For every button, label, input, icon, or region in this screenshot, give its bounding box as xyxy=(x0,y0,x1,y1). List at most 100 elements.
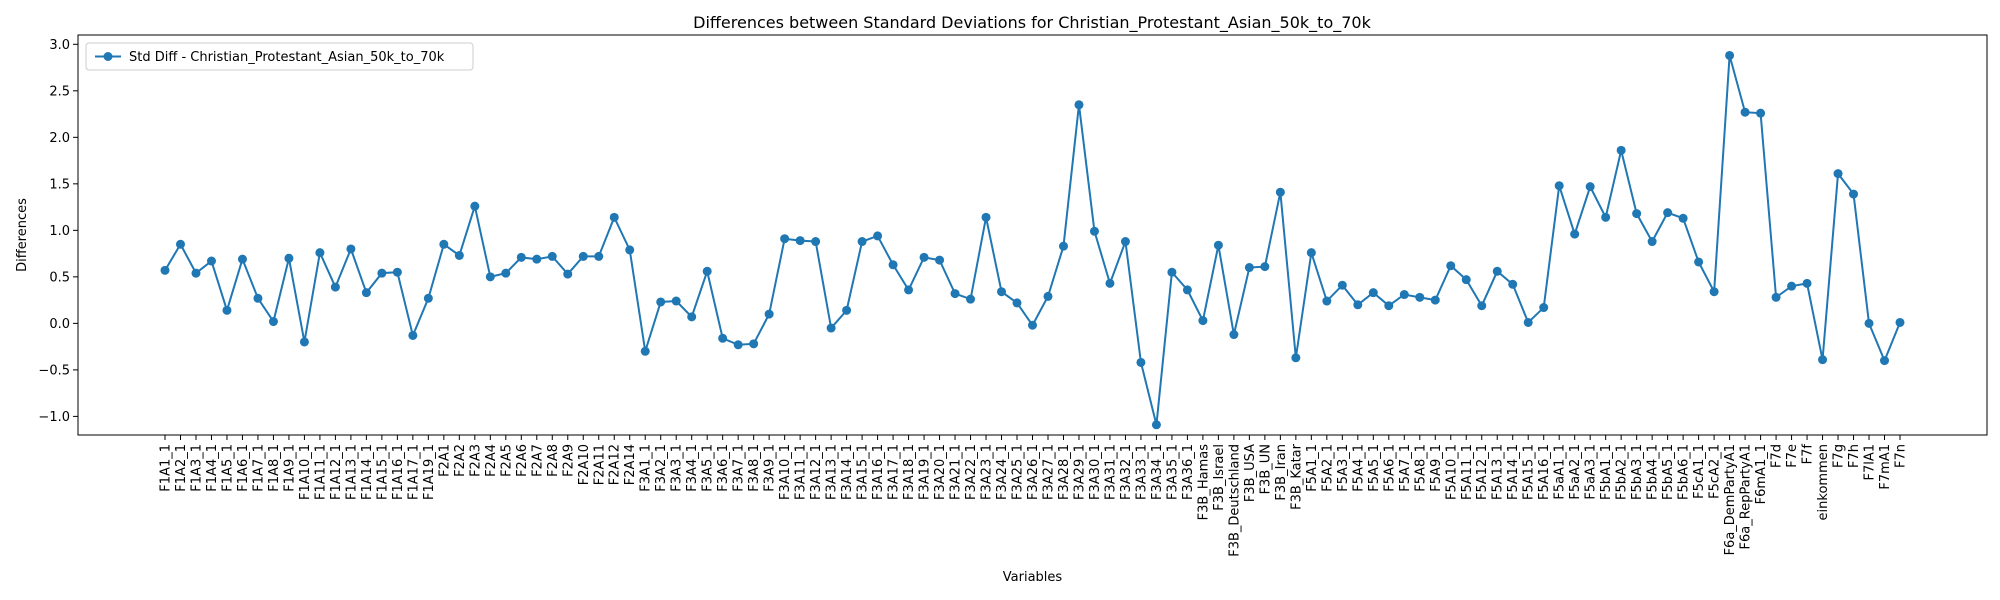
y-tick-label: 2.0 xyxy=(49,131,70,146)
y-tick-label: 3.0 xyxy=(49,38,70,53)
y-axis-label: Differences xyxy=(15,198,30,272)
data-point xyxy=(1818,355,1828,365)
series-line xyxy=(164,55,1901,426)
data-point xyxy=(1756,108,1766,118)
x-tick-label: F5A16_1 xyxy=(1537,444,1552,500)
data-point xyxy=(966,294,976,304)
x-tick-label: F7mA1 xyxy=(1878,444,1893,490)
x-axis-ticks: F1A1_1 F1A2_1 F1A3_1 F1A4_1 F1A5_1 F1A6_1 F1A7… xyxy=(159,435,1909,557)
x-tick-label: F3A31_1 xyxy=(1103,444,1118,500)
data-point xyxy=(1120,237,1130,247)
data-point xyxy=(1864,318,1874,328)
x-tick-label: F5A3_1 xyxy=(1336,444,1351,492)
x-tick-label: F5bA4_1 xyxy=(1646,444,1661,500)
x-tick-label: F5cA1_1 xyxy=(1692,444,1707,499)
x-tick-label: F5aA3_1 xyxy=(1584,444,1599,500)
x-tick-label: F3A12_1 xyxy=(809,444,824,500)
x-tick-label: F1A3_1 xyxy=(189,444,204,492)
y-tick-label: 2.5 xyxy=(49,84,70,99)
data-point xyxy=(702,266,712,276)
data-point xyxy=(1709,287,1719,297)
data-point xyxy=(687,312,697,322)
x-tick-label: F1A5_1 xyxy=(220,444,235,492)
data-point xyxy=(1802,278,1812,288)
data-point xyxy=(811,237,821,247)
x-tick-label: F3B_Hamas xyxy=(1196,444,1211,521)
x-tick-label: F3A16_1 xyxy=(871,444,886,500)
x-tick-label: F1A12_1 xyxy=(329,444,344,500)
x-tick-label: F3A6_1 xyxy=(716,444,731,492)
data-point xyxy=(1074,100,1084,110)
data-point xyxy=(780,234,790,244)
data-point xyxy=(1353,300,1363,310)
x-tick-label: F5bA2_1 xyxy=(1615,444,1630,500)
data-point xyxy=(532,254,542,264)
x-tick-label: F1A15_1 xyxy=(375,444,390,500)
x-tick-label: F7lA1 xyxy=(1863,444,1878,481)
data-point xyxy=(1136,357,1146,367)
data-point xyxy=(1570,229,1580,239)
data-point xyxy=(1446,261,1456,271)
data-point xyxy=(718,333,728,343)
data-point xyxy=(1508,279,1518,289)
x-tick-label: F5A1_1 xyxy=(1305,444,1320,492)
data-point xyxy=(888,260,898,270)
data-point xyxy=(1089,226,1099,236)
x-tick-label: F6mA1_1 xyxy=(1754,444,1769,504)
x-tick-label: F2A5 xyxy=(499,444,514,477)
data-point xyxy=(1229,330,1239,340)
data-point xyxy=(1198,316,1208,326)
x-tick-label: F3A24_1 xyxy=(995,444,1010,500)
x-tick-label: F2A10 xyxy=(577,444,592,485)
x-tick-label: F3A26_1 xyxy=(1026,444,1041,500)
data-point xyxy=(1740,107,1750,117)
x-tick-label: F1A4_1 xyxy=(205,444,220,492)
y-tick-label: 0.5 xyxy=(49,270,70,285)
y-tick-label: 1.5 xyxy=(49,177,70,192)
x-tick-label: F5A6_1 xyxy=(1382,444,1397,492)
x-tick-label: F3A17_1 xyxy=(887,444,902,500)
x-tick-label: F3A11_1 xyxy=(794,444,809,500)
x-tick-label: F3A18_1 xyxy=(902,444,917,500)
data-point xyxy=(1043,291,1053,301)
x-tick-label: F7h xyxy=(1847,444,1862,468)
x-tick-label: F2A9 xyxy=(561,444,576,477)
legend: Std Diff - Christian_Protestant_Asian_50… xyxy=(85,42,474,71)
data-point xyxy=(377,268,387,278)
chart-title: Differences between Standard Deviations … xyxy=(693,13,1371,33)
data-point xyxy=(1725,50,1735,60)
y-tick-label: −1.0 xyxy=(38,410,70,425)
x-tick-label: F1A9_1 xyxy=(282,444,297,492)
data-point xyxy=(1012,298,1022,308)
x-tick-label: F2A11 xyxy=(592,444,607,485)
data-point xyxy=(563,269,573,279)
x-tick-label: F1A7_1 xyxy=(251,444,266,492)
x-tick-label: F5A12_1 xyxy=(1475,444,1490,500)
x-tick-label: F7f xyxy=(1801,444,1816,465)
data-point xyxy=(1105,278,1115,288)
legend-label: Std Diff - Christian_Protestant_Asian_50… xyxy=(129,50,445,65)
data-point xyxy=(904,285,914,295)
legend-box xyxy=(85,42,474,71)
x-tick-label: F6a_RepPartyA1 xyxy=(1739,444,1754,549)
x-tick-label: F5A11_1 xyxy=(1460,444,1475,500)
data-point xyxy=(392,267,402,277)
x-tick-label: F3B_Iran xyxy=(1274,444,1289,501)
x-tick-label: F5A8_1 xyxy=(1413,444,1428,492)
plot-frame xyxy=(77,34,1988,436)
y-tick-label: 1.0 xyxy=(49,224,70,239)
data-point xyxy=(578,251,588,261)
data-point xyxy=(1275,187,1285,197)
x-tick-label: F5A9_1 xyxy=(1429,444,1444,492)
legend-point-marker xyxy=(103,52,113,61)
x-tick-label: F2A6 xyxy=(515,444,530,477)
x-tick-label: F1A14_1 xyxy=(360,444,375,500)
data-point xyxy=(749,339,759,349)
x-tick-label: F6a_DemPartyA1 xyxy=(1723,444,1738,555)
data-point xyxy=(1306,248,1316,258)
data-point xyxy=(1461,275,1471,285)
x-tick-label: F2A1 xyxy=(437,444,452,477)
x-tick-label: F3B_UN xyxy=(1258,444,1273,494)
x-tick-label: F3A3_1 xyxy=(670,444,685,492)
